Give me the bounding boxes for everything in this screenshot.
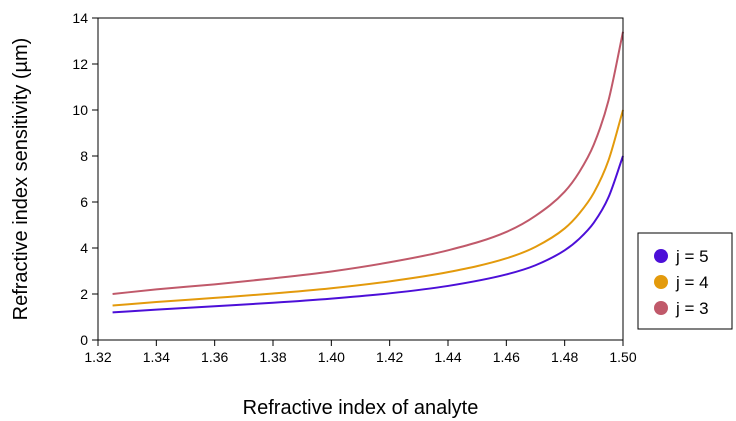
- legend-label-1: j = 4: [675, 273, 709, 292]
- legend-label-2: j = 3: [675, 299, 709, 318]
- x-tick-label: 1.36: [201, 349, 228, 365]
- y-tick-label: 12: [72, 56, 88, 72]
- y-tick-label: 2: [80, 286, 88, 302]
- legend-marker-1: [654, 275, 668, 289]
- x-tick-label: 1.42: [376, 349, 403, 365]
- legend: j = 5 j = 4 j = 3: [637, 232, 733, 330]
- x-tick-label: 1.50: [609, 349, 636, 365]
- y-tick-label: 4: [80, 240, 88, 256]
- series-line-1: [112, 109, 624, 307]
- y-tick-label: 6: [80, 194, 88, 210]
- x-axis-ticks: 1.32 1.34 1.36 1.38 1.40 1.42 1.44 1.46 1.48 1.50: [84, 340, 637, 365]
- y-axis-label: Refractive index sensitivity (µm): [10, 38, 32, 321]
- x-tick-label: 1.38: [259, 349, 286, 365]
- x-tick-label: 1.40: [318, 349, 345, 365]
- series-line-0: [112, 155, 624, 314]
- y-tick-label: 14: [72, 10, 88, 26]
- x-axis-label: Refractive index of analyte: [243, 397, 479, 419]
- x-tick-label: 1.48: [551, 349, 578, 365]
- series-lines: [112, 31, 624, 314]
- y-tick-label: 0: [80, 332, 88, 348]
- legend-marker-0: [654, 249, 668, 263]
- y-tick-label: 10: [72, 102, 88, 118]
- series-line-2: [112, 31, 624, 295]
- plot-area-frame: [97, 17, 624, 341]
- x-tick-label: 1.44: [434, 349, 461, 365]
- x-tick-label: 1.32: [84, 349, 111, 365]
- legend-marker-2: [654, 301, 668, 315]
- legend-box: [637, 232, 733, 330]
- x-tick-label: 1.34: [143, 349, 170, 365]
- legend-label-0: j = 5: [675, 247, 709, 266]
- y-tick-label: 8: [80, 148, 88, 164]
- y-axis-ticks: 0 2 4 6 8 10 12 14: [72, 10, 98, 348]
- x-tick-label: 1.46: [493, 349, 520, 365]
